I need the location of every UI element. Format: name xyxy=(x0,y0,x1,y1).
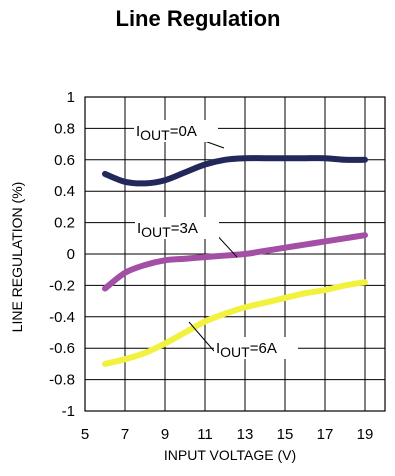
series-label-prefix-2: I xyxy=(216,340,220,357)
series-label-suffix-1: =3A xyxy=(171,220,198,237)
x-tick-label: 9 xyxy=(161,426,169,443)
series-label-subscript-2: OUT xyxy=(220,344,250,360)
annotation-leader-2 xyxy=(188,321,215,352)
series-label-prefix-1: I xyxy=(137,220,141,237)
y-tick-label: 0.6 xyxy=(54,152,75,169)
series-label-1: IOUT=3A xyxy=(137,220,198,240)
tick-layer: 5 7 9 11 13 15 17 19 1 0.8 0.6 0.4 0.2 0 -0.2 -0.4 -0.6 -… xyxy=(49,89,373,443)
series-line-2 xyxy=(102,279,368,367)
annotation-bg-1 xyxy=(135,217,219,239)
y-tick-label: -0.8 xyxy=(49,372,75,389)
series-line-0 xyxy=(102,155,368,187)
annotation-bg-0 xyxy=(134,120,218,142)
series-label-prefix-0: I xyxy=(136,123,140,140)
y-tick-label: 0.4 xyxy=(54,183,75,200)
y-tick-label: -0.6 xyxy=(49,340,75,357)
x-tick-label: 15 xyxy=(277,426,294,443)
series-label-suffix-2: =6A xyxy=(250,340,277,357)
series-label-2: IOUT=6A xyxy=(216,340,277,360)
y-tick-label: 0.2 xyxy=(54,215,75,232)
series-label-suffix-0: =0A xyxy=(170,123,197,140)
x-tick-label: 5 xyxy=(81,426,89,443)
series-label-subscript-0: OUT xyxy=(140,127,170,143)
y-tick-label: 1 xyxy=(67,89,75,106)
x-axis-label: INPUT VOLTAGE (V) xyxy=(164,447,296,463)
annotation-bg-2 xyxy=(214,337,298,359)
series-label-subscript-1: OUT xyxy=(141,224,171,240)
y-tick-label: -0.2 xyxy=(49,277,75,294)
y-axis-label: LINE REGULATION (%) xyxy=(9,182,25,333)
x-tick-label: 7 xyxy=(121,426,129,443)
x-tick-label: 19 xyxy=(357,426,374,443)
x-tick-label: 11 xyxy=(197,426,213,443)
y-tick-label: -0.4 xyxy=(49,309,75,326)
y-tick-label: 0.8 xyxy=(54,120,75,137)
y-tick-label: -1 xyxy=(62,403,75,420)
x-tick-label: 17 xyxy=(317,426,334,443)
x-tick-label: 13 xyxy=(237,426,254,443)
series-label-0: IOUT=0A xyxy=(136,123,197,143)
y-tick-label: 0 xyxy=(67,246,75,263)
axis-layer xyxy=(84,96,386,412)
plot-frame xyxy=(84,96,386,412)
chart-title: Line Regulation xyxy=(116,6,281,31)
